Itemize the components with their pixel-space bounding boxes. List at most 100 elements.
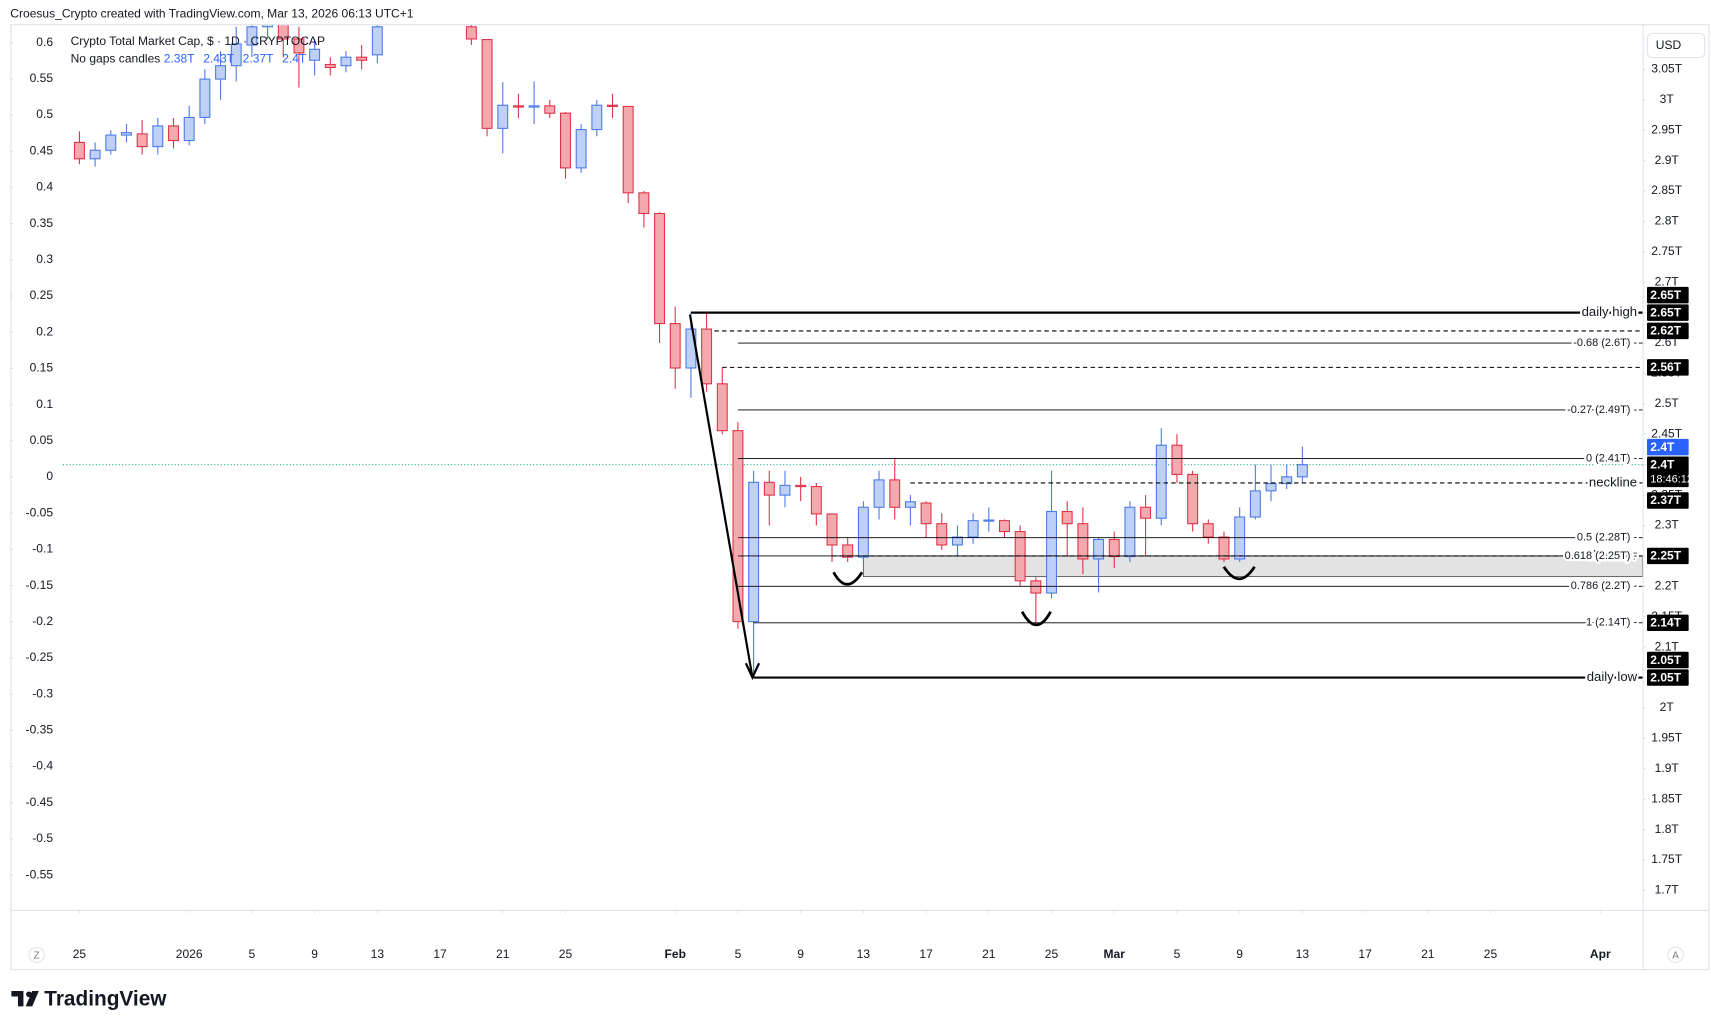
candle-body [1187,473,1199,525]
scale-buttons[interactable]: Z A [28,946,1684,964]
candle-body [1249,490,1261,518]
price-label: 2.37T [1650,493,1681,507]
level-label: 0.5 (2.28T) - [1577,532,1638,544]
currency-box[interactable] [1646,32,1706,59]
y2-tick-label: 0.05 [30,433,54,447]
legend-low: 2.37T [243,51,274,65]
x-tick-label: 13 [371,947,385,961]
y2-tick-label: 0.3 [36,252,53,266]
candle-body [1061,510,1073,525]
price-label: 2.4T [1650,457,1675,471]
x-tick-label: 9 [797,947,804,961]
y-tick-label: 3.05T [1651,62,1682,76]
candle-body [1218,536,1230,560]
candle-body [371,26,383,56]
y-tick-label: 2.8T [1655,214,1680,228]
legend-close: 2.4T [282,51,307,65]
price-label-box [1646,438,1689,456]
candle-body [528,105,540,108]
y2-tick-label: 0.4 [36,180,53,194]
price-label: 2.62T [1650,324,1681,338]
candle-body [215,65,227,80]
price-label-box [1646,456,1689,488]
y-tick-label: 2T [1660,700,1675,714]
y2-tick-label: -0.3 [32,686,53,700]
a-button[interactable] [1667,946,1684,964]
price-label: 2.65T [1650,305,1681,319]
candle-body [293,38,305,54]
candle-body [1155,444,1167,519]
price-label-box [1646,614,1689,632]
y2-tick-label: 0.2 [36,324,53,338]
x-tick-label: Feb [665,947,686,961]
x-tick-label: Mar [1104,947,1126,961]
y-tick-label: 1.75T [1651,852,1682,866]
drawings [688,314,1256,681]
y2-tick-label: 0 [46,469,53,483]
level-label: -0.68 (2.6T) - [1573,337,1637,349]
y2-tick-label: 0.15 [30,361,54,375]
candle-body [246,26,258,46]
price-label-box [1646,359,1689,376]
candle-body [465,26,477,40]
y-tick-label: 3T [1660,92,1675,106]
candle-body [669,323,681,369]
x-tick-label: 21 [496,947,510,961]
candle-body [763,481,775,496]
candle-body [936,523,948,546]
currency-label[interactable]: USD [1656,38,1682,52]
price-label-box [1646,322,1689,340]
y2-tick-label: 0.45 [30,143,54,157]
y-tick-label: 2.5T [1655,396,1680,410]
x-tick-label: 13 [1296,947,1310,961]
y-tick-label: 1.7T [1655,883,1680,897]
candle-body [591,104,603,131]
candle-body [277,25,289,40]
z-label[interactable]: Z [34,951,40,962]
candle-body [1124,506,1136,558]
brand: TradingView [11,987,167,1010]
candle-body [779,484,791,496]
currency-button[interactable]: USD [1646,32,1706,59]
x-tick-label: 25 [73,947,87,961]
y2-tick-label: 0.6 [36,35,53,49]
price-label-box [1646,304,1689,321]
level-label: 1 (2.14T) - [1586,617,1637,629]
candle-body [810,486,822,515]
x-tick-label: 25 [559,947,573,961]
y-tick-label: 1.8T [1655,822,1680,836]
a-label[interactable]: A [1672,951,1679,962]
z-button[interactable] [28,946,45,964]
level-label: shoulder [1587,547,1638,562]
candle-body [638,192,650,215]
legend-open: 2.38T [164,51,195,65]
candle-body [1202,523,1214,538]
candle-body [340,56,352,67]
candle-body [230,43,242,67]
y2-tick-label: -0.35 [26,723,54,737]
brand-logo-dot [26,991,32,998]
x-tick-label: 9 [311,947,318,961]
candle-body [309,48,321,61]
candle-body [983,519,995,522]
level-label: 0.786 (2.2T) - [1571,580,1638,592]
x-tick-label: 17 [433,947,447,961]
candle-body [607,104,618,108]
candle-body [1046,510,1058,594]
y-tick-label: 2.3T [1655,518,1680,532]
candle-body [136,133,148,148]
price-label-box [1646,669,1689,686]
candle-body [120,132,132,136]
level-label: daily low [1587,669,1638,684]
y2-tick-label: -0.4 [32,759,53,773]
y2-tick-label: -0.55 [26,867,54,881]
x-tick-label: 9 [1236,947,1243,961]
y-tick-label: 2.75T [1651,244,1682,258]
y2-tick-label: 0.1 [36,397,53,411]
candle-body [1265,483,1277,492]
price-label-box [1646,492,1689,509]
y2-tick-label: 0.35 [30,216,54,230]
candle-body [622,105,634,194]
